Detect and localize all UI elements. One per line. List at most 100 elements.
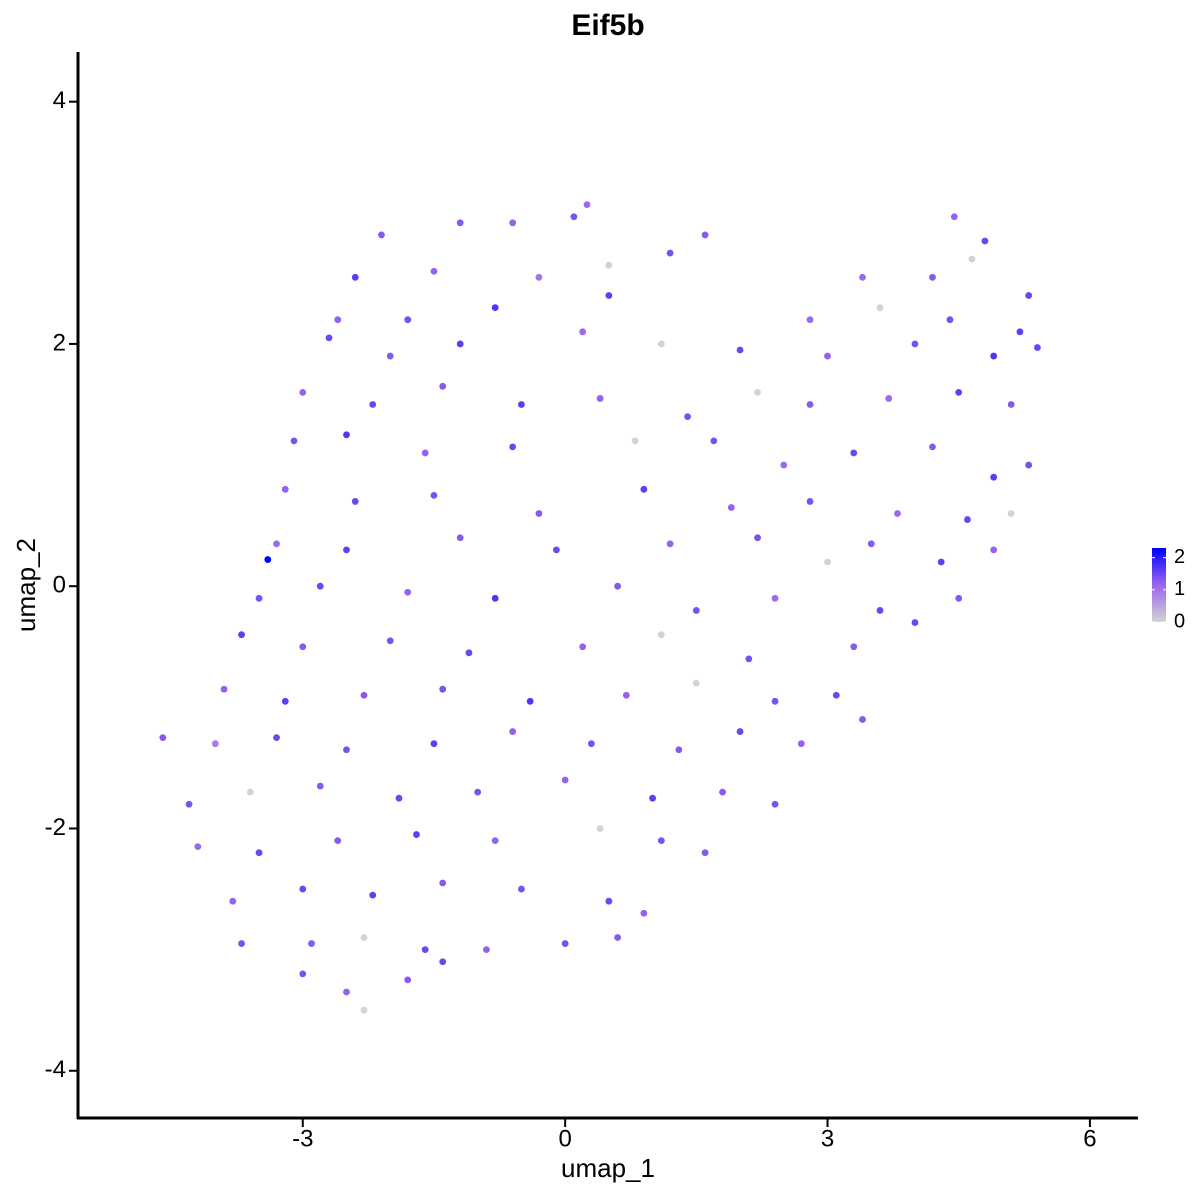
- point: [605, 261, 613, 269]
- point: [220, 685, 228, 693]
- point: [299, 388, 307, 396]
- point: [727, 504, 735, 511]
- point: [657, 340, 665, 348]
- point: [911, 619, 919, 626]
- point: [421, 946, 429, 954]
- point: [430, 740, 438, 748]
- x-tick-label: -3: [292, 1125, 313, 1152]
- point: [378, 231, 385, 239]
- x-tick-label: 3: [821, 1125, 834, 1152]
- point: [308, 940, 315, 947]
- point: [614, 934, 622, 941]
- point: [640, 485, 648, 493]
- point: [824, 352, 831, 360]
- y-tick-label: -2: [45, 814, 66, 841]
- point: [981, 237, 989, 245]
- point: [666, 249, 674, 257]
- point: [561, 776, 569, 784]
- point: [238, 631, 245, 639]
- point: [859, 716, 866, 723]
- point: [1034, 344, 1041, 351]
- point: [238, 940, 245, 947]
- point: [850, 449, 858, 457]
- point: [430, 267, 438, 275]
- point: [159, 734, 167, 742]
- point: [824, 558, 831, 566]
- x-tick-label: 6: [1083, 1125, 1096, 1152]
- point: [456, 534, 464, 542]
- point: [439, 685, 447, 693]
- point: [666, 540, 674, 548]
- point: [832, 691, 840, 699]
- colorbar-tick-label: 0: [1174, 610, 1185, 632]
- y-tick-label: 4: [53, 87, 66, 114]
- point: [343, 988, 350, 996]
- point: [771, 697, 779, 705]
- point: [246, 788, 254, 796]
- point: [281, 697, 289, 705]
- point: [859, 273, 866, 281]
- point: [439, 958, 447, 966]
- point: [255, 594, 263, 602]
- point: [850, 643, 858, 651]
- point: [990, 473, 998, 481]
- point: [990, 352, 998, 360]
- point: [491, 304, 499, 311]
- point: [876, 607, 884, 614]
- point: [465, 649, 473, 657]
- point: [570, 213, 578, 221]
- point: [395, 794, 403, 802]
- point: [605, 292, 613, 299]
- point: [596, 395, 604, 402]
- point: [325, 334, 333, 342]
- point: [806, 401, 814, 408]
- point: [439, 879, 447, 887]
- point: [561, 940, 569, 947]
- chart-title: Eif5b: [571, 9, 644, 42]
- point: [806, 498, 814, 505]
- point: [430, 491, 438, 499]
- point: [491, 837, 499, 844]
- point: [657, 631, 665, 639]
- point: [483, 946, 490, 954]
- point: [474, 788, 482, 796]
- point: [369, 891, 377, 899]
- colorbar: [1152, 548, 1166, 622]
- point: [351, 498, 359, 505]
- point: [605, 897, 613, 905]
- point: [867, 540, 875, 548]
- colorbar-tick-label: 2: [1174, 546, 1185, 568]
- point: [552, 546, 560, 554]
- point: [968, 255, 976, 263]
- point: [1007, 401, 1015, 408]
- point: [806, 316, 814, 324]
- point: [518, 885, 525, 893]
- y-tick-label: -4: [45, 1056, 66, 1083]
- point: [911, 340, 919, 348]
- point: [587, 740, 595, 748]
- point: [273, 734, 280, 742]
- point: [264, 556, 272, 563]
- point: [343, 746, 350, 754]
- point: [404, 588, 412, 596]
- point: [386, 352, 394, 360]
- point: [583, 201, 591, 209]
- point: [386, 637, 394, 645]
- point: [684, 413, 691, 421]
- point: [360, 1006, 368, 1014]
- y-axis-title: umap_2: [11, 538, 41, 632]
- point: [509, 443, 517, 451]
- point: [290, 437, 298, 445]
- point: [334, 316, 342, 324]
- point: [1016, 328, 1024, 336]
- point: [579, 643, 587, 651]
- point: [211, 740, 219, 748]
- point: [780, 461, 788, 469]
- point: [535, 273, 543, 281]
- point: [535, 510, 543, 517]
- point: [299, 885, 307, 893]
- point: [273, 540, 280, 548]
- point: [404, 316, 412, 324]
- x-axis-title: umap_1: [561, 1153, 655, 1183]
